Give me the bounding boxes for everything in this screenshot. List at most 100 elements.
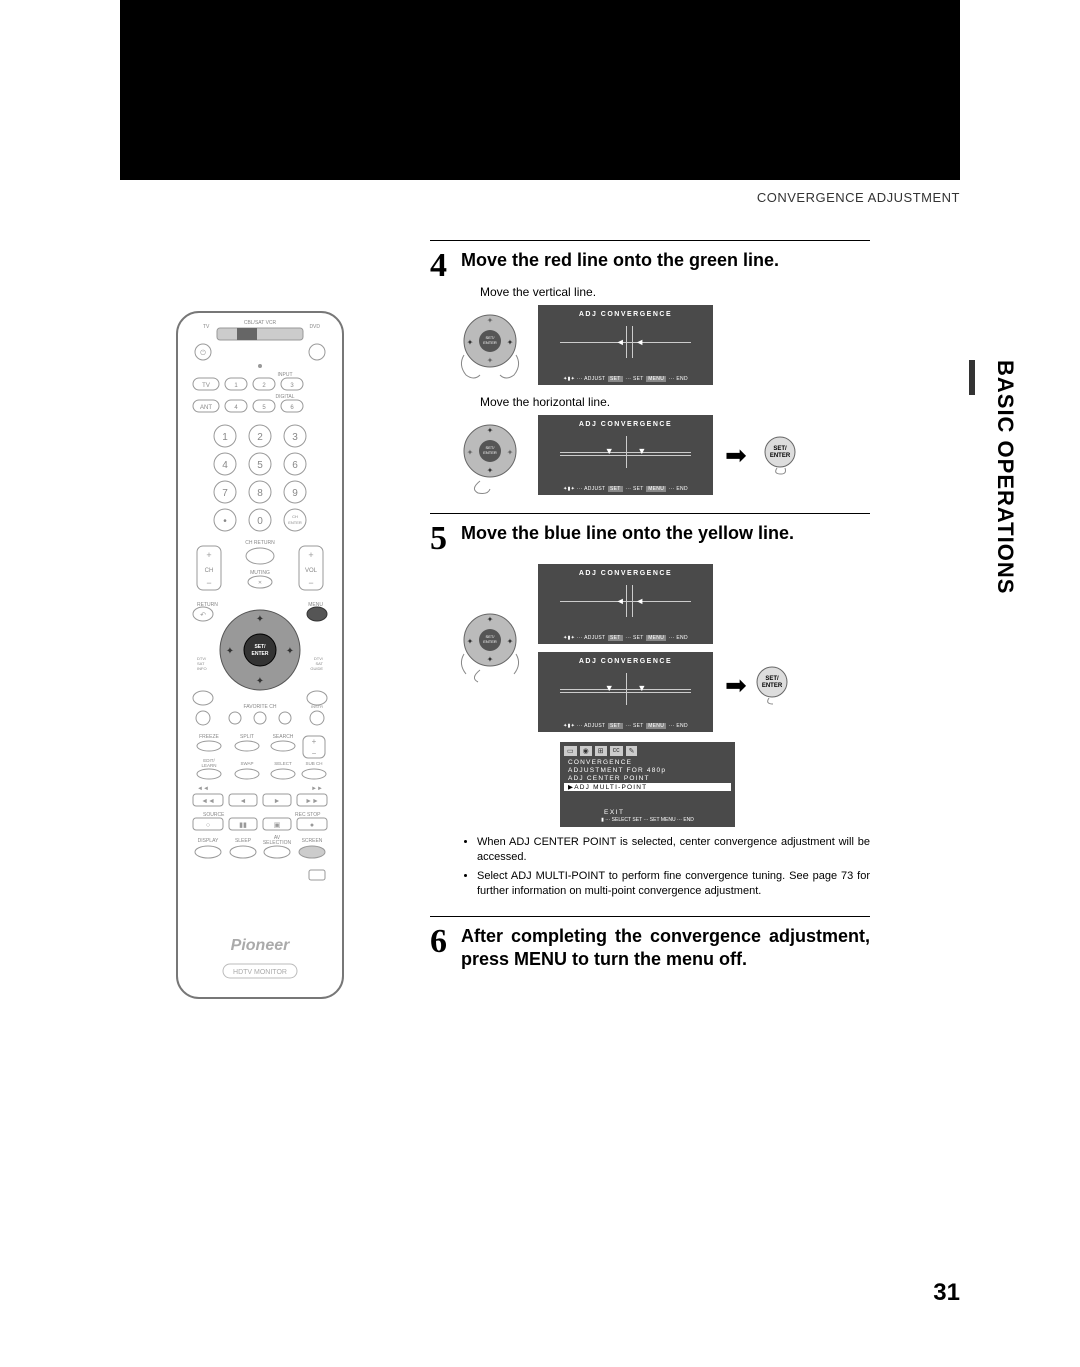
svg-text:CH RETURN: CH RETURN xyxy=(245,540,275,546)
svg-text:FREEZE: FREEZE xyxy=(199,734,219,740)
svg-text:INPUT: INPUT xyxy=(278,372,293,378)
step-5: 5 Move the blue line onto the yellow lin… xyxy=(430,513,870,898)
svg-text:DVD: DVD xyxy=(309,324,320,330)
svg-text:✦: ✦ xyxy=(286,646,294,657)
svg-text:Pioneer: Pioneer xyxy=(231,937,290,954)
osd-screen: ADJ CONVERGENCE ◄◄ ✦▮✦ ··· ADJUST SET ··… xyxy=(538,564,713,644)
arrow-right-icon: ➡ xyxy=(725,670,747,701)
svg-text:LEARN: LEARN xyxy=(201,763,216,768)
svg-text:►: ► xyxy=(274,798,281,805)
svg-text:✦: ✦ xyxy=(256,676,264,687)
svg-text:ENTER: ENTER xyxy=(288,520,302,525)
svg-text:TV: TV xyxy=(203,324,210,330)
svg-text:↶: ↶ xyxy=(200,612,206,619)
page-number: 31 xyxy=(933,1279,960,1307)
svg-text:SOURCE: SOURCE xyxy=(203,812,225,818)
step-subtext: Move the horizontal line. xyxy=(480,395,870,409)
step-subtext: Move the vertical line. xyxy=(480,285,870,299)
svg-text:ENTER: ENTER xyxy=(483,639,497,644)
svg-text:2: 2 xyxy=(257,432,263,443)
svg-text:REC STOP: REC STOP xyxy=(295,812,321,818)
dpad-icon: SET/ ENTER ✦ ✦ ✦ ✦ xyxy=(450,604,530,684)
svg-text:✦: ✦ xyxy=(487,356,494,365)
menu-icon: cc xyxy=(610,746,623,756)
svg-text:SCREEN: SCREEN xyxy=(302,838,323,844)
svg-text:ENTER: ENTER xyxy=(252,651,269,657)
svg-text:SWAP: SWAP xyxy=(240,761,253,766)
svg-text:SUB CH: SUB CH xyxy=(305,761,322,766)
step-title: Move the blue line onto the yellow line. xyxy=(461,522,870,545)
svg-text:SELECT: SELECT xyxy=(274,761,292,766)
svg-text:✦: ✦ xyxy=(507,338,514,347)
svg-text:+: + xyxy=(308,550,313,560)
dpad-vertical-icon: SET/ ENTER ✦ ✦ ✦ ✦ xyxy=(450,415,530,495)
osd-menu-screen: ▭◉⊞cc✎ CONVERGENCE ADJUSTMENT FOR 480p A… xyxy=(560,742,735,827)
remote-illustration: TV CBL/SAT VCR DVD ⏻ INPUT TV 1 2 3 DIGI… xyxy=(175,310,345,1005)
svg-text:⏻: ⏻ xyxy=(200,349,206,357)
osd-screen-horizontal: ADJ CONVERGENCE ▼ ▼ ✦▮✦ ··· ADJUST SET ·… xyxy=(538,415,713,495)
svg-text:1: 1 xyxy=(222,432,228,443)
svg-text:✦: ✦ xyxy=(487,466,494,475)
svg-text:SLEEP: SLEEP xyxy=(235,838,252,844)
svg-text:◄◄: ◄◄ xyxy=(201,798,215,805)
svg-text:−: − xyxy=(312,749,317,758)
svg-text:CBL/SAT VCR: CBL/SAT VCR xyxy=(244,320,277,326)
svg-text:TV: TV xyxy=(202,383,210,389)
svg-text:SPLIT: SPLIT xyxy=(240,734,254,740)
svg-text:✦: ✦ xyxy=(487,316,494,325)
svg-text:−: − xyxy=(206,578,211,588)
svg-text:▮▮: ▮▮ xyxy=(239,822,247,829)
svg-text:8: 8 xyxy=(257,488,263,499)
menu-icon: ⊞ xyxy=(595,746,607,756)
svg-text:DISPLAY: DISPLAY xyxy=(198,838,219,844)
svg-text:7: 7 xyxy=(222,488,228,499)
svg-text:INFO: INFO xyxy=(197,666,207,671)
section-header: CONVERGENCE ADJUSTMENT xyxy=(757,190,960,205)
svg-text:►►: ►► xyxy=(311,786,323,792)
svg-text:►►: ►► xyxy=(305,798,319,805)
svg-text:0: 0 xyxy=(257,516,263,527)
svg-text:+: + xyxy=(312,737,317,746)
svg-text:SET/: SET/ xyxy=(773,446,787,452)
header-black-block xyxy=(120,0,960,180)
svg-text:SEARCH: SEARCH xyxy=(273,734,294,740)
svg-text:✕: ✕ xyxy=(258,580,262,586)
svg-text:CH: CH xyxy=(205,568,214,574)
svg-text:✦: ✦ xyxy=(487,655,494,664)
osd-screen-vertical: ADJ CONVERGENCE ◄ ◄ ✦▮✦ ··· ADJUST SET ·… xyxy=(538,305,713,385)
svg-text:ENTER: ENTER xyxy=(483,340,497,345)
step-title: Move the red line onto the green line. xyxy=(461,249,870,272)
svg-text:SELECTION: SELECTION xyxy=(263,840,292,846)
bullet-item: When ADJ CENTER POINT is selected, cente… xyxy=(477,835,870,865)
svg-text:5: 5 xyxy=(257,460,263,471)
svg-text:VOL: VOL xyxy=(305,568,318,574)
svg-text:MUTING: MUTING xyxy=(250,570,270,576)
svg-text:✦: ✦ xyxy=(507,637,514,646)
step-6: 6 After completing the convergence adjus… xyxy=(430,916,870,970)
svg-text:CH: CH xyxy=(292,514,298,519)
svg-text:9: 9 xyxy=(292,488,298,499)
svg-text:SET/: SET/ xyxy=(254,644,266,650)
svg-text:−: − xyxy=(308,578,313,588)
svg-text:FAVORITE CH: FAVORITE CH xyxy=(244,704,277,710)
svg-text:•: • xyxy=(223,516,227,527)
svg-text:✦: ✦ xyxy=(226,646,234,657)
step-title: After completing the convergence adjustm… xyxy=(461,925,870,970)
svg-text:✦: ✦ xyxy=(507,448,514,457)
svg-text:GUIDE: GUIDE xyxy=(310,666,323,671)
step-number: 5 xyxy=(430,522,447,556)
osd-screen: ADJ CONVERGENCE ▼▼ ✦▮✦ ··· ADJUST SET ··… xyxy=(538,652,713,732)
arrow-right-icon: ➡ xyxy=(725,440,747,471)
menu-icon: ◉ xyxy=(580,746,592,756)
dpad-horizontal-icon: SET/ ENTER ✦ ✦ ✦ ✦ xyxy=(450,305,530,385)
svg-text:INSTR: INSTR xyxy=(311,704,323,709)
svg-text:+: + xyxy=(206,550,211,560)
svg-text:HDTV MONITOR: HDTV MONITOR xyxy=(233,969,287,976)
svg-text:DIGITAL: DIGITAL xyxy=(275,394,294,400)
set-enter-button-icon: SET/ ENTER xyxy=(759,434,801,476)
svg-text:ENTER: ENTER xyxy=(770,453,791,459)
svg-text:4: 4 xyxy=(222,460,228,471)
side-tab: BASIC OPERATIONS xyxy=(992,360,1018,594)
note-bullets: When ADJ CENTER POINT is selected, cente… xyxy=(465,835,870,898)
step-number: 4 xyxy=(430,249,447,283)
